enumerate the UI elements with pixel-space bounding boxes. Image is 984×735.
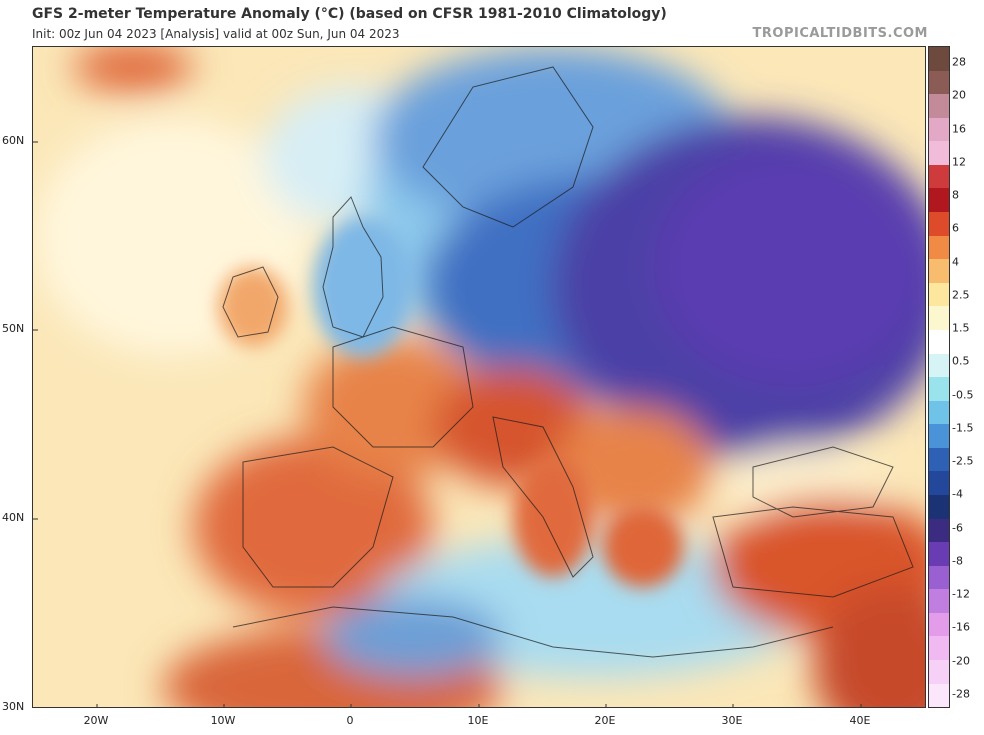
lon-label-10w: 10W [210, 714, 236, 727]
colorbar-label: 8 [952, 188, 959, 202]
coastline-iberia [242, 446, 394, 588]
temperature-anomaly-map [32, 46, 926, 708]
colorbar-segment [929, 141, 949, 165]
colorbar-label: -8 [952, 554, 963, 568]
colorbar-segment [929, 612, 949, 637]
colorbar-segment [929, 47, 949, 71]
ireland-warm [218, 267, 288, 347]
lon-label-20e: 20E [594, 714, 616, 727]
lon-label-0: 0 [346, 714, 354, 727]
colorbar-segment [929, 306, 949, 330]
iberia-warm [193, 437, 433, 617]
colorbar-label: 4 [952, 255, 959, 269]
lat-label-50n: 50N [2, 322, 25, 335]
lon-label-30e: 30E [721, 714, 743, 727]
lat-label-40n: 40N [2, 511, 25, 524]
coastline-ireland [222, 266, 279, 338]
colorbar-label: 28 [952, 55, 966, 69]
colorbar-label: -4 [952, 487, 963, 501]
colorbar-label: -0.5 [952, 388, 974, 402]
greece-warm [603, 507, 683, 587]
lon-label-10e: 10E [467, 714, 489, 727]
coastline-turkey [712, 506, 914, 598]
colorbar-segment [929, 259, 949, 283]
coastline-italy [492, 416, 594, 578]
colorbar-label: -2.5 [952, 454, 974, 468]
colorbar-segment [929, 212, 949, 236]
colorbar-label: -16 [952, 620, 970, 634]
colorbar-scale [928, 46, 950, 708]
colorbar-segment [929, 542, 949, 566]
colorbar-segment [929, 518, 949, 543]
colorbar-label: -28 [952, 687, 970, 701]
colorbar-segment [929, 353, 949, 378]
lat-label-60n: 60N [2, 134, 25, 147]
east-med-warm [813, 587, 925, 707]
colorbar-segment [929, 94, 949, 118]
coastline-north-africa [232, 606, 834, 658]
init-valid-subtitle: Init: 00z Jun 04 2023 [Analysis] valid a… [32, 27, 400, 41]
colorbar-segment [929, 377, 949, 401]
colorbar-segment [929, 424, 949, 448]
colorbar-segment [929, 164, 949, 189]
colorbar-label: 2.5 [952, 288, 970, 302]
colorbar-segment [929, 565, 949, 590]
colorbar-segment [929, 117, 949, 142]
colorbar-label: 6 [952, 221, 959, 235]
colorbar-segment [929, 329, 949, 354]
colorbar-label: 12 [952, 155, 966, 169]
colorbar-segment [929, 683, 949, 708]
colorbar-label: -6 [952, 521, 963, 535]
italy-peninsula-warm [513, 457, 593, 577]
colorbar-segment [929, 494, 949, 519]
greenland-warm [73, 47, 193, 92]
colorbar-label: 1.5 [952, 321, 970, 335]
uk-cool [313, 217, 413, 357]
colorbar-segment [929, 188, 949, 213]
colorbar-label: -20 [952, 654, 970, 668]
colorbar-segment [929, 400, 949, 425]
coastline-france [332, 326, 474, 448]
colorbar-segment [929, 70, 949, 95]
colorbar-segment [929, 636, 949, 661]
brand-watermark: TROPICALTIDBITS.COM [752, 26, 928, 41]
colorbar-segment [929, 447, 949, 472]
colorbar-label: 20 [952, 88, 966, 102]
colorbar-label: -12 [952, 587, 970, 601]
chart-title: GFS 2-meter Temperature Anomaly (°C) (ba… [32, 6, 667, 22]
colorbar-label: 16 [952, 122, 966, 136]
coastline-black-sea [752, 446, 894, 518]
colorbar-segment [929, 235, 949, 260]
coastline-scandinavia [422, 66, 594, 228]
colorbar-segment [929, 660, 949, 684]
lon-label-20w: 20W [83, 714, 109, 727]
lon-label-40e: 40E [849, 714, 871, 727]
balkans-warm [553, 407, 713, 527]
lat-label-30n: 30N [2, 700, 25, 713]
colorbar-label: 0.5 [952, 354, 970, 368]
atlas-cool [323, 597, 503, 677]
colorbar-segment [929, 589, 949, 613]
russia-purple-core [653, 147, 925, 387]
colorbar-segment [929, 471, 949, 495]
coastline-uk [322, 196, 384, 338]
colorbar-segment [929, 282, 949, 307]
colorbar-label: -1.5 [952, 421, 974, 435]
